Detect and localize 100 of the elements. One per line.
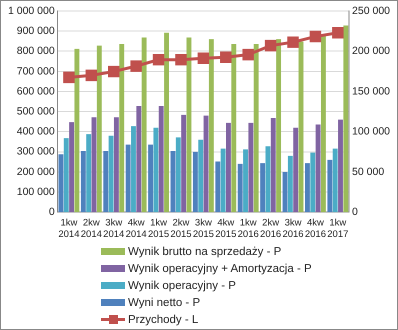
legend-label: Wynik operacyjny + Amortyzacja - P bbox=[128, 262, 312, 274]
bar bbox=[282, 172, 288, 212]
point bbox=[175, 54, 187, 66]
x-tick-label: 1kw 2016 bbox=[238, 218, 259, 240]
y2-tick-label: 250 000 bbox=[352, 4, 390, 17]
bar bbox=[266, 146, 270, 212]
bar bbox=[208, 39, 214, 212]
y-tick-label: 900 000 bbox=[16, 25, 55, 38]
bar bbox=[310, 152, 316, 212]
y-tick-label: 400 000 bbox=[16, 126, 55, 138]
bar bbox=[153, 128, 158, 212]
y2-tick-label: 50 000 bbox=[352, 166, 384, 178]
bar bbox=[170, 151, 176, 212]
bar bbox=[243, 149, 248, 212]
point bbox=[198, 52, 210, 64]
x-tick-label: 4kw 2014 bbox=[126, 218, 147, 240]
y-tick-label: 600 000 bbox=[16, 85, 55, 98]
y-tick-label: 800 000 bbox=[16, 45, 55, 58]
bar bbox=[74, 48, 80, 212]
bar bbox=[293, 128, 298, 212]
x-tick-label: 3kw 2015 bbox=[192, 218, 214, 240]
bar bbox=[327, 160, 332, 212]
bar bbox=[108, 136, 114, 212]
legend-label: Wyni netto - P bbox=[128, 296, 200, 308]
bar bbox=[343, 25, 348, 212]
y-tick-label: 100 000 bbox=[16, 186, 55, 198]
x-tick-label: 1kw 2015 bbox=[148, 218, 170, 240]
bar bbox=[338, 120, 343, 212]
legend-label: Wynik operacyjny - P bbox=[128, 280, 236, 292]
bar bbox=[148, 144, 154, 212]
bar bbox=[305, 163, 310, 212]
bar bbox=[69, 122, 74, 212]
x-tick-label: 1kw 2017 bbox=[327, 218, 348, 240]
bar bbox=[126, 144, 131, 212]
bar bbox=[142, 38, 147, 212]
bar bbox=[192, 152, 198, 212]
bar bbox=[254, 44, 259, 212]
bar bbox=[270, 118, 276, 212]
y-tick-label: 700 000 bbox=[16, 65, 55, 78]
y2-tick-label: 0 bbox=[352, 206, 358, 218]
bar bbox=[92, 117, 96, 212]
point bbox=[220, 52, 232, 64]
point bbox=[287, 36, 299, 48]
bar bbox=[238, 164, 243, 212]
bar bbox=[136, 106, 142, 212]
x-tick-label: 2kw 2015 bbox=[170, 218, 192, 240]
bar bbox=[316, 124, 321, 212]
bar bbox=[186, 38, 192, 212]
bar bbox=[276, 39, 282, 212]
point bbox=[108, 66, 120, 78]
x-tick-label: 3kw 2014 bbox=[103, 218, 124, 240]
bar bbox=[204, 116, 208, 212]
bar bbox=[103, 151, 108, 212]
y-tick-label: 1 000 000 bbox=[8, 4, 55, 17]
y-tick-label: 300 000 bbox=[16, 146, 55, 158]
bar bbox=[320, 36, 326, 212]
bar bbox=[260, 163, 266, 212]
y2-tick-label: 150 000 bbox=[352, 85, 390, 98]
bar bbox=[220, 148, 226, 212]
y2-tick-label: 100 000 bbox=[352, 126, 390, 138]
point bbox=[63, 72, 75, 84]
bar bbox=[198, 140, 204, 212]
legend-label: Wynik brutto na sprzedaży - P bbox=[128, 246, 282, 258]
x-tick-label: 1kw 2014 bbox=[58, 218, 80, 240]
x-tick-label: 4kw 2016 bbox=[304, 218, 326, 240]
bar bbox=[158, 106, 164, 212]
legend-label: Przychody - L bbox=[128, 314, 198, 326]
bar bbox=[181, 114, 186, 212]
point bbox=[242, 48, 254, 60]
bar bbox=[288, 156, 293, 212]
x-tick-label: 4kw 2015 bbox=[215, 218, 236, 240]
point bbox=[86, 70, 98, 82]
bar bbox=[164, 32, 169, 212]
bar bbox=[332, 148, 338, 212]
bar bbox=[226, 122, 231, 212]
bar bbox=[248, 122, 254, 212]
bar bbox=[119, 44, 124, 212]
point bbox=[152, 54, 164, 66]
x-tick-label: 3kw 2016 bbox=[282, 218, 304, 240]
bar bbox=[64, 138, 69, 212]
x-tick-label: 2kw 2016 bbox=[260, 218, 282, 240]
bar bbox=[58, 154, 64, 212]
point bbox=[130, 60, 142, 72]
point bbox=[332, 26, 344, 38]
bar bbox=[80, 151, 86, 212]
y-tick-label: 500 000 bbox=[16, 105, 55, 118]
bar bbox=[86, 134, 92, 212]
bar bbox=[231, 44, 236, 212]
point bbox=[264, 40, 276, 52]
x-tick-label: 2kw 2014 bbox=[80, 218, 102, 240]
bar bbox=[298, 42, 304, 212]
bar bbox=[176, 137, 181, 212]
y-tick-label: 0 bbox=[48, 206, 55, 218]
y-tick-label: 200 000 bbox=[16, 166, 55, 178]
bar bbox=[114, 117, 119, 212]
y2-tick-label: 200 000 bbox=[352, 45, 390, 58]
bar bbox=[215, 162, 220, 212]
point bbox=[310, 30, 322, 42]
bar bbox=[96, 46, 102, 212]
bar bbox=[131, 126, 136, 212]
